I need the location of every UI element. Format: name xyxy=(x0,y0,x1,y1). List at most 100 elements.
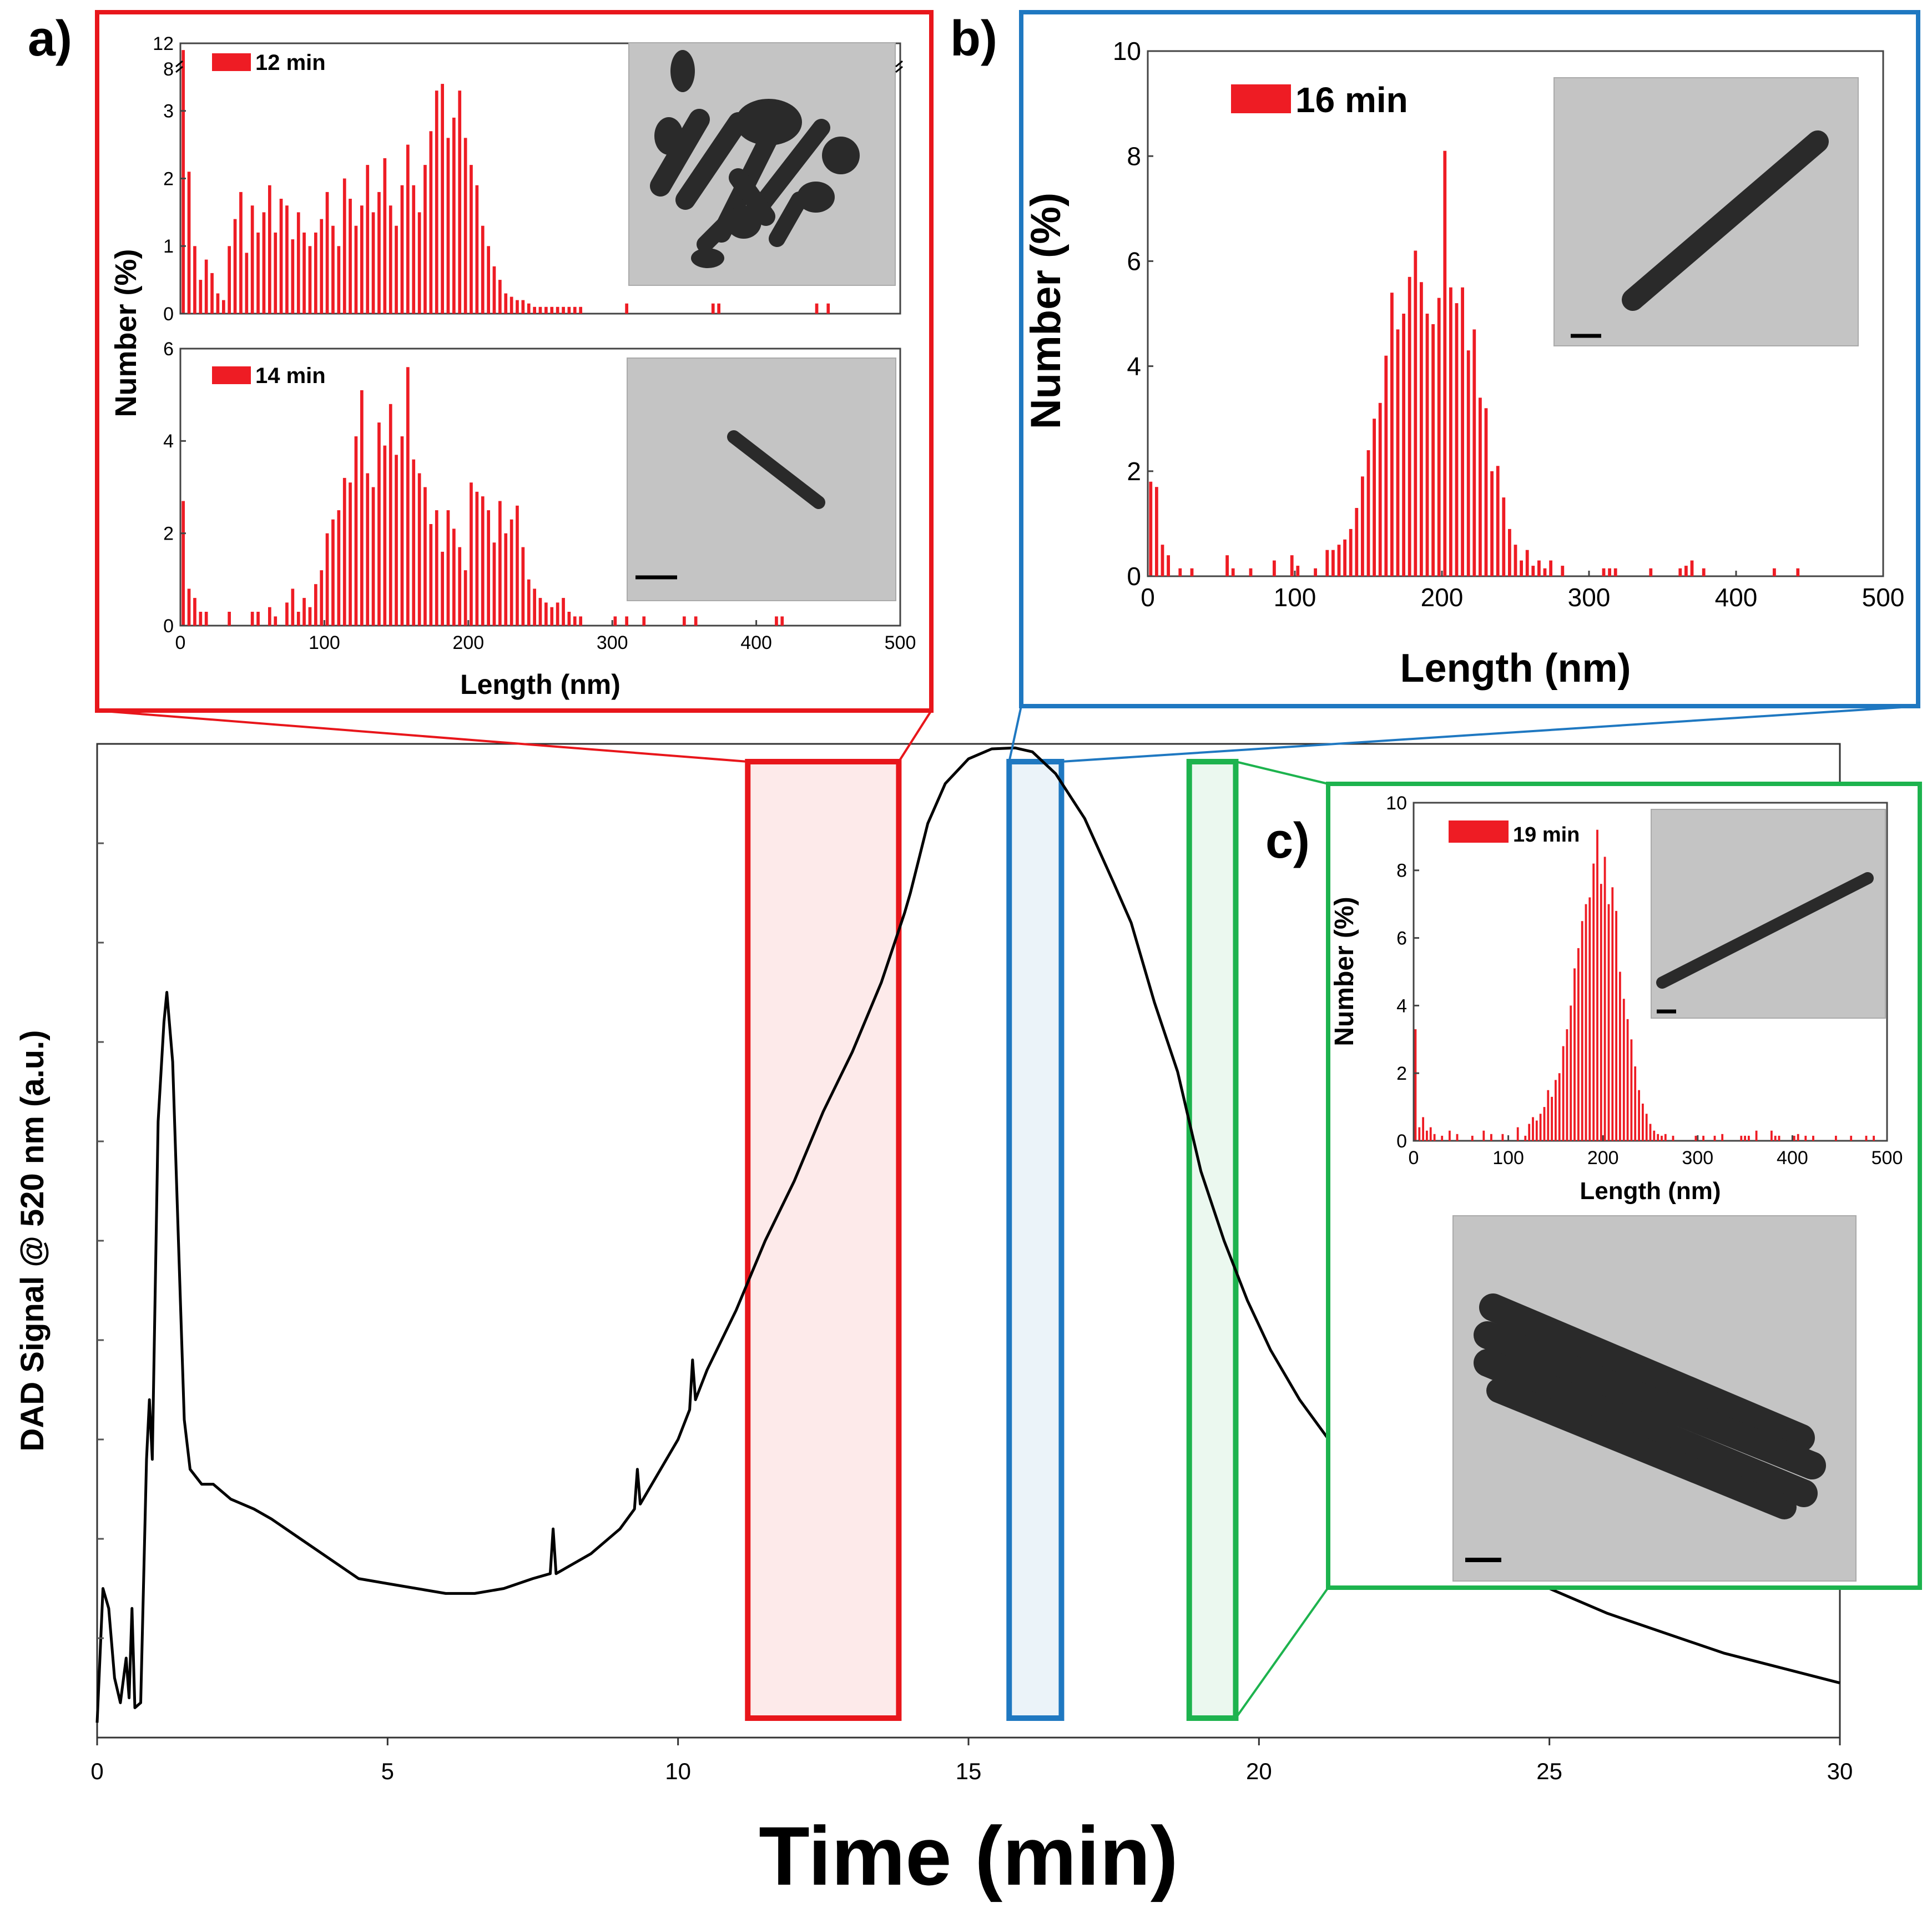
histogram-bar xyxy=(1325,550,1329,576)
histogram-bar xyxy=(291,589,295,626)
legend-swatch xyxy=(1449,820,1509,843)
histogram-bar xyxy=(1653,1131,1655,1141)
histogram-bar xyxy=(522,300,525,314)
histogram-bar xyxy=(1455,303,1459,576)
histogram-bar xyxy=(285,205,289,314)
histogram-bar xyxy=(222,300,225,314)
histogram-bar xyxy=(504,533,507,626)
histogram-bar xyxy=(1684,566,1688,576)
histogram-bar xyxy=(291,239,295,314)
histogram-bar xyxy=(435,510,438,626)
histogram-bar xyxy=(1441,1136,1443,1141)
x-tick-label: 400 xyxy=(1715,583,1758,612)
histogram-bar xyxy=(1577,948,1580,1141)
histogram-bar xyxy=(395,226,398,314)
histogram-bar xyxy=(216,294,220,314)
histogram-bar xyxy=(1418,1127,1420,1141)
histogram-bar xyxy=(1695,1136,1697,1141)
x-axis-title: Length (nm) xyxy=(1400,646,1631,691)
x-tick-label: 300 xyxy=(597,632,628,653)
histogram-bar xyxy=(1566,1029,1568,1141)
histogram-bar xyxy=(1437,298,1441,576)
histogram-bar xyxy=(1740,1136,1742,1141)
histogram-bar xyxy=(268,607,271,626)
panel-label-b: b) xyxy=(950,11,997,67)
histogram-bar xyxy=(228,612,231,626)
histogram-bar xyxy=(251,612,254,626)
histogram-bar xyxy=(1773,568,1776,576)
histogram-bar xyxy=(568,612,571,626)
x-tick-label: 500 xyxy=(1862,583,1905,612)
histogram-bar xyxy=(309,607,312,626)
histogram-bar xyxy=(780,616,784,626)
histogram-bar xyxy=(1355,508,1358,576)
histogram-bar xyxy=(1547,1090,1549,1141)
histogram-bar xyxy=(1528,1124,1530,1141)
histogram-bar xyxy=(1678,568,1682,576)
connector-a-left xyxy=(97,711,748,762)
histogram-bar xyxy=(556,307,559,314)
histogram-bar xyxy=(355,226,358,314)
histogram-bar xyxy=(1642,1104,1644,1141)
histogram-bar xyxy=(487,246,490,314)
histogram-bar xyxy=(360,205,364,314)
y-tick-label: 1 xyxy=(163,236,174,257)
histogram-bar xyxy=(1414,251,1417,577)
histogram-bar xyxy=(1627,1019,1629,1141)
y-axis-title: Number (%) xyxy=(1330,897,1359,1046)
histogram-bar xyxy=(539,307,542,314)
histogram-bar xyxy=(1390,293,1394,576)
histogram-bar xyxy=(423,487,427,626)
histogram-bar xyxy=(452,118,456,314)
histogram-bar xyxy=(412,460,415,626)
histogram-bar xyxy=(1482,1131,1485,1141)
histogram-bar xyxy=(1570,1005,1572,1141)
histogram-bar xyxy=(1384,356,1388,576)
histogram-bar xyxy=(447,138,450,314)
histogram-bar xyxy=(1443,151,1446,576)
histogram-bar xyxy=(527,580,531,626)
histogram-bar xyxy=(188,589,191,626)
histogram-bar xyxy=(1608,904,1610,1141)
y-tick-label: 0 xyxy=(163,304,174,325)
histogram-bar xyxy=(1430,1127,1432,1141)
histogram-bar xyxy=(1649,568,1652,576)
y-axis-title: DAD Signal @ 520 nm (a.u.) xyxy=(14,1030,51,1451)
histogram-a12: 12 min0123128 xyxy=(153,33,902,325)
histogram-bar xyxy=(245,253,249,314)
histogram-bar xyxy=(441,552,444,626)
histogram-bar xyxy=(1649,1124,1652,1141)
histogram-bar xyxy=(1338,545,1341,576)
histogram-bar xyxy=(418,474,421,626)
x-tick-label: 0 xyxy=(1141,583,1155,612)
histogram-bar xyxy=(205,612,208,626)
legend-swatch xyxy=(1231,84,1291,113)
histogram-bar xyxy=(1661,1136,1663,1141)
histogram-bar xyxy=(401,185,404,314)
histogram-bar xyxy=(1373,419,1376,576)
histogram-bar xyxy=(384,158,387,314)
connector-a-right xyxy=(899,711,931,762)
histogram-bar xyxy=(1850,1136,1852,1141)
tem-image-large xyxy=(1453,1216,1856,1581)
histogram-bar xyxy=(1402,314,1405,576)
histogram-bar xyxy=(516,300,519,314)
histogram-bar xyxy=(349,199,352,314)
histogram-bar xyxy=(1664,1134,1667,1141)
nanoparticle-shape xyxy=(691,248,724,268)
histogram-bar xyxy=(1426,1131,1428,1141)
histogram-bar xyxy=(406,367,410,626)
y-tick-label: 8 xyxy=(1396,860,1407,882)
histogram-bar xyxy=(423,165,427,314)
y-tick-label: 10 xyxy=(1113,37,1141,66)
histogram-bar xyxy=(349,482,352,626)
histogram-bar xyxy=(1756,1131,1758,1141)
histogram-bar xyxy=(1543,568,1547,576)
histogram-bar xyxy=(320,219,323,314)
histogram-bar xyxy=(1502,497,1505,576)
histogram-bar xyxy=(377,422,381,626)
histogram-bar xyxy=(1420,282,1423,576)
histogram-bar xyxy=(1415,1029,1417,1141)
histogram-bar xyxy=(1485,408,1488,576)
y-tick-label: 8 xyxy=(1127,142,1141,170)
